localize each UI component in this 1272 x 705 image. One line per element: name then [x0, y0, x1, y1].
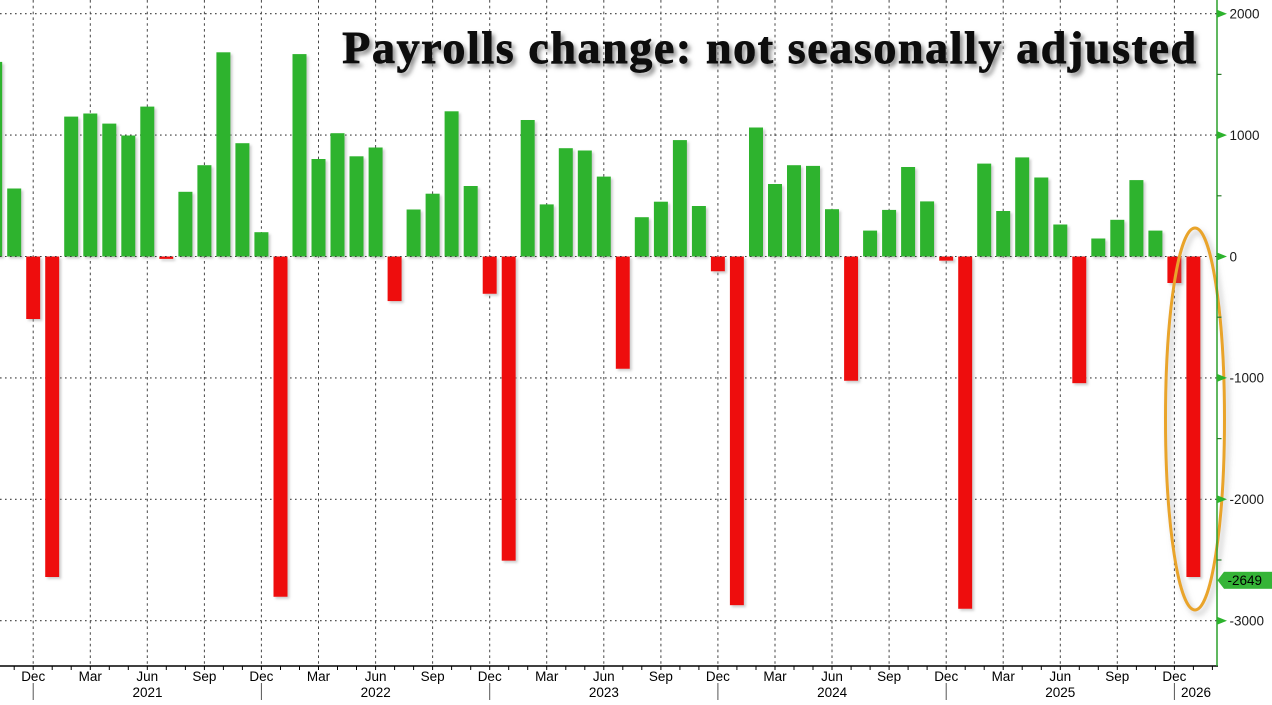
svg-text:Sep: Sep: [192, 669, 216, 684]
svg-text:Jun: Jun: [593, 669, 615, 684]
svg-text:2021: 2021: [132, 685, 162, 700]
svg-text:0: 0: [1230, 249, 1238, 264]
svg-text:Mar: Mar: [79, 669, 103, 684]
svg-text:Jun: Jun: [821, 669, 843, 684]
svg-text:Sep: Sep: [1105, 669, 1129, 684]
svg-text:2025: 2025: [1045, 685, 1075, 700]
svg-text:Sep: Sep: [877, 669, 901, 684]
svg-text:Mar: Mar: [992, 669, 1016, 684]
svg-text:Jun: Jun: [136, 669, 158, 684]
svg-text:Dec: Dec: [934, 669, 958, 684]
svg-text:Mar: Mar: [307, 669, 331, 684]
svg-text:-2000: -2000: [1230, 492, 1265, 507]
svg-text:2000: 2000: [1230, 7, 1260, 22]
svg-text:Jun: Jun: [1049, 669, 1071, 684]
svg-text:Sep: Sep: [649, 669, 673, 684]
svg-text:Jun: Jun: [365, 669, 387, 684]
svg-text:1000: 1000: [1230, 128, 1260, 143]
svg-text:Dec: Dec: [21, 669, 45, 684]
svg-text:-1000: -1000: [1230, 371, 1265, 386]
svg-text:Dec: Dec: [478, 669, 502, 684]
svg-text:2022: 2022: [361, 685, 391, 700]
svg-text:Sep: Sep: [421, 669, 445, 684]
svg-text:Mar: Mar: [535, 669, 559, 684]
svg-text:Dec: Dec: [706, 669, 730, 684]
svg-text:Payrolls change: not seasonall: Payrolls change: not seasonally adjusted: [342, 22, 1197, 73]
svg-text:2024: 2024: [817, 685, 848, 700]
svg-text:Mar: Mar: [763, 669, 787, 684]
svg-text:2026: 2026: [1181, 685, 1211, 700]
svg-text:-2649: -2649: [1228, 573, 1263, 588]
svg-text:Dec: Dec: [249, 669, 273, 684]
svg-text:2023: 2023: [589, 685, 619, 700]
svg-text:Dec: Dec: [1162, 669, 1186, 684]
svg-text:-3000: -3000: [1230, 614, 1265, 629]
